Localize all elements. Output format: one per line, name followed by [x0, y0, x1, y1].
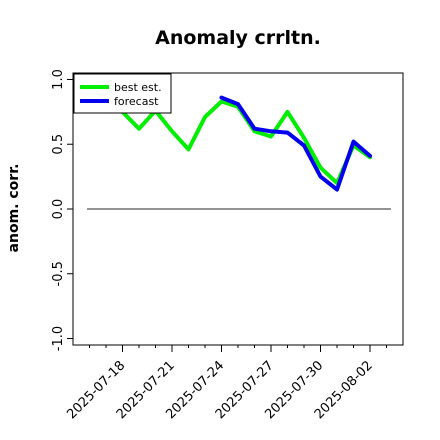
- y-tick-label: 1.0: [51, 69, 66, 90]
- y-tick-label: -1.0: [51, 326, 66, 351]
- axis-layer: -1.0-0.50.00.51.02025-07-182025-07-21202…: [51, 69, 387, 422]
- plot-layer: [87, 86, 391, 210]
- y-tick-label: 0.0: [51, 199, 66, 220]
- series-line-1: [219, 95, 372, 192]
- chart-title: Anomaly crrltn.: [155, 27, 321, 49]
- legend-box: [73, 73, 172, 114]
- y-tick-label: -0.5: [51, 261, 66, 286]
- legend-label-best-est: best est.: [114, 81, 162, 94]
- legend: best est. forecast: [73, 73, 172, 114]
- y-axis-label: anom. corr.: [6, 164, 22, 253]
- legend-label-forecast: forecast: [114, 95, 159, 108]
- y-tick-label: 0.5: [51, 134, 66, 155]
